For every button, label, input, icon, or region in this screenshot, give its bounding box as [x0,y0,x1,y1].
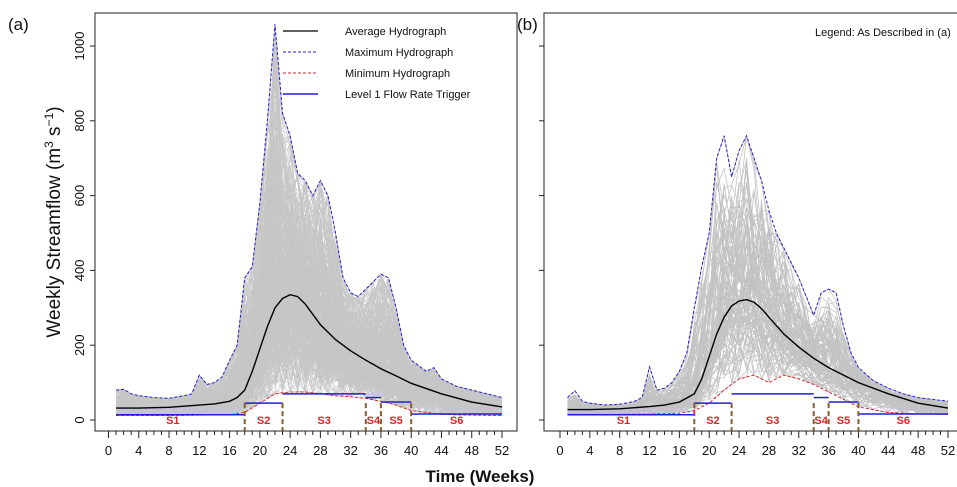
x-tick-label-0-0: 0 [105,443,112,458]
y-axis-title-sup1: 3 [42,141,56,148]
season-label-0-4: S5 [389,415,402,427]
maximum-hydrograph-1 [567,134,949,406]
ensemble-line-0-329 [116,262,503,413]
ensemble-line-1-78 [567,204,949,408]
ensemble-line-0-343 [115,272,503,411]
season-label-0-0: S1 [166,415,179,427]
ensemble-members-0 [115,24,503,416]
x-tick-label-1-8: 8 [616,443,623,458]
ensemble-line-0-345 [115,207,503,405]
legend-label-trigger: Level 1 Flow Rate Trigger [345,89,471,101]
season-label-1-5: S6 [896,415,909,427]
average-hydrograph-1 [567,298,949,411]
season-label-0-1: S2 [257,415,270,427]
x-tick-label-1-20: 20 [702,443,716,458]
y-tick-label-0-800: 800 [72,110,87,132]
x-tick-label-1-52: 52 [941,443,955,458]
minimum-hydrograph-1 [567,374,949,415]
minimum-hydrograph-0 [116,391,503,417]
legend-label-minimum: Minimum Hydrograph [345,68,450,80]
ensemble-members-1 [567,134,949,415]
ensemble-line-0-339 [116,120,503,403]
x-tick-label-1-32: 32 [792,443,806,458]
y-axis-title-main: Weekly Streamflow (m [44,148,65,338]
season-label-1-0: S1 [617,415,630,427]
x-tick-label-0-52: 52 [495,443,509,458]
season-label-0-3: S4 [367,415,381,427]
y-axis-title-end: ) [44,106,65,112]
season-label-1-1: S2 [706,415,719,427]
panel-label-a: (a) [8,15,29,34]
x-tick-label-0-36: 36 [374,443,388,458]
season-label-1-4: S5 [837,415,850,427]
ensemble-line-0-340 [116,276,503,412]
legend-label-average: Average Hydrograph [345,26,446,38]
x-tick-label-1-28: 28 [762,443,776,458]
x-tick-label-1-16: 16 [672,443,686,458]
x-tick-label-1-12: 12 [642,443,656,458]
ensemble-line-1-97 [567,342,949,415]
season-label-1-2: S3 [766,415,779,427]
x-tick-label-1-4: 4 [586,443,593,458]
ensemble-line-0-344 [115,159,503,407]
season-label-1-3: S4 [814,415,828,427]
ensemble-line-0-347 [115,155,503,405]
x-tick-label-0-32: 32 [343,443,357,458]
ensemble-line-1-99 [567,320,949,414]
x-tick-label-1-0: 0 [556,443,563,458]
x-tick-label-0-24: 24 [283,443,297,458]
x-tick-label-0-44: 44 [434,443,448,458]
ensemble-line-0-333 [116,84,503,407]
x-tick-label-1-48: 48 [911,443,925,458]
x-tick-label-0-8: 8 [165,443,172,458]
y-tick-label-0-1000: 1000 [72,32,87,61]
ensemble-line-0-342 [116,334,503,416]
panel-a-frame [94,12,518,432]
average-hydrograph-0 [116,293,503,409]
ensemble-line-0-303 [116,332,503,416]
ensemble-line-0-341 [116,295,503,415]
ensemble-line-1-93 [567,163,949,410]
season-label-0-2: S3 [317,415,330,427]
y-tick-label-0-600: 600 [72,185,87,207]
legend: Average Hydrograph Maximum Hydrograph Mi… [283,26,471,101]
x-tick-label-0-28: 28 [313,443,327,458]
legend-note-b: Legend: As Described in (a) [815,27,951,39]
season-label-0-5: S6 [450,415,463,427]
x-tick-label-0-4: 4 [135,443,142,458]
panel-b: S1 S2 S3 S4 S5 S60 4 8 12 16 20 24 28 32 36 40 44 48 52 [539,45,955,458]
x-tick-label-1-24: 24 [732,443,746,458]
x-tick-label-0-16: 16 [222,443,236,458]
ensemble-line-0-338 [116,345,503,416]
y-tick-label-0-0: 0 [72,416,87,423]
panel-label-b: (b) [517,15,538,34]
x-axis-title: Time (Weeks) [426,467,535,486]
x-tick-label-1-36: 36 [821,443,835,458]
x-tick-label-0-20: 20 [253,443,267,458]
x-tick-label-0-48: 48 [464,443,478,458]
ensemble-line-0-348 [115,107,503,410]
ensemble-line-1-98 [567,163,949,409]
x-tick-label-1-40: 40 [851,443,865,458]
x-tick-label-1-44: 44 [881,443,895,458]
ensemble-line-1-94 [567,202,949,409]
x-tick-label-0-40: 40 [404,443,418,458]
maximum-hydrograph-0 [116,24,503,399]
panel-a: S1 S2 S3 S4 S5 S60 4 8 12 16 20 24 28 32 36 40 44 48 52020… [72,24,509,458]
ensemble-line-0-331 [115,225,503,411]
ensemble-line-1-77 [567,261,949,412]
y-axis-title-sup2: −1 [42,112,56,126]
ensemble-line-1-88 [567,338,949,415]
y-axis-title: Weekly Streamflow (m3 s−1) [42,106,65,337]
plot-area-0: S1 S2 S3 S4 S5 S6 [115,24,503,431]
y-tick-label-0-400: 400 [72,260,87,282]
plot-area-1: S1 S2 S3 S4 S5 S6 [567,134,949,431]
ensemble-line-1-91 [567,275,949,413]
y-tick-label-0-200: 200 [72,334,87,356]
legend-label-maximum: Maximum Hydrograph [345,47,453,59]
x-tick-label-0-12: 12 [192,443,206,458]
y-axis-title-mid: s [44,126,65,141]
